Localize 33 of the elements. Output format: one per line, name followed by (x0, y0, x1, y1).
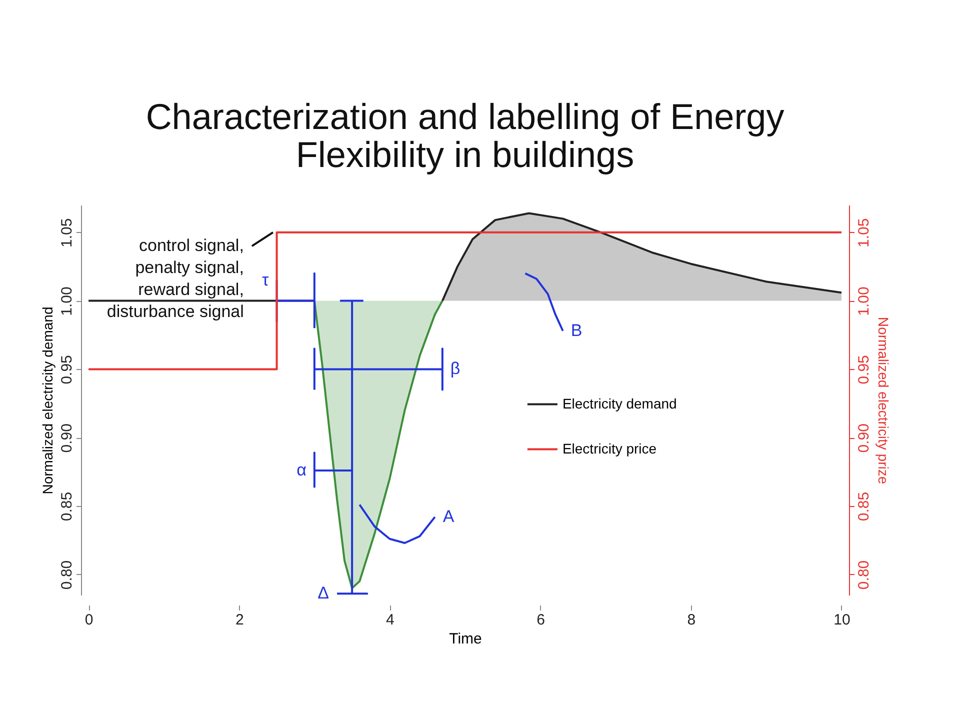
y2-axis-title: Normalized electricity prize (876, 316, 892, 484)
series-label: control signal, penalty signal, reward signal, disturbance signal (106, 236, 244, 322)
legend-label: Electricity demand (562, 395, 677, 412)
x-tick-label: 6 (536, 612, 545, 628)
y-tick-label: 0.90 (58, 424, 76, 453)
series-label: A (442, 507, 455, 526)
series-label: τ (262, 270, 270, 290)
chart-title: Characterization and labelling of Energy Flexibility in buildings (146, 96, 784, 175)
y-tick-label: 1.00 (58, 286, 76, 316)
y-tick-label: 0.95 (58, 355, 76, 384)
y2-tick-label: 0.95 (856, 355, 872, 384)
y2-tick-label: 1.00 (856, 286, 872, 316)
x-tick-label: 0 (84, 612, 94, 628)
series-label: α (296, 460, 307, 480)
y-tick-label: 1.05 (58, 218, 76, 248)
x-tick-label: 10 (834, 612, 850, 628)
x-tick-label: 2 (235, 612, 244, 628)
x-tick-label: 4 (386, 612, 394, 628)
series-label: β (450, 359, 460, 378)
y2-tick-label: 0.80 (856, 560, 872, 590)
x-tick-label: 8 (687, 612, 696, 628)
x-axis-title: Time (449, 630, 482, 648)
y-axis-title: Normalized electricity demand (40, 306, 56, 494)
legend-label: Electricity price (562, 440, 657, 456)
y2-tick-label: 1.05 (856, 218, 872, 248)
y-tick-label: 0.80 (58, 560, 76, 590)
y2-tick-label: 0.85 (856, 492, 872, 522)
series-label: B (570, 320, 582, 340)
line-series (358, 504, 436, 544)
y-tick-label: 0.85 (58, 492, 76, 522)
y2-tick-label: 0.90 (856, 424, 872, 453)
line-series (524, 272, 564, 332)
series-label: Δ (318, 584, 329, 603)
